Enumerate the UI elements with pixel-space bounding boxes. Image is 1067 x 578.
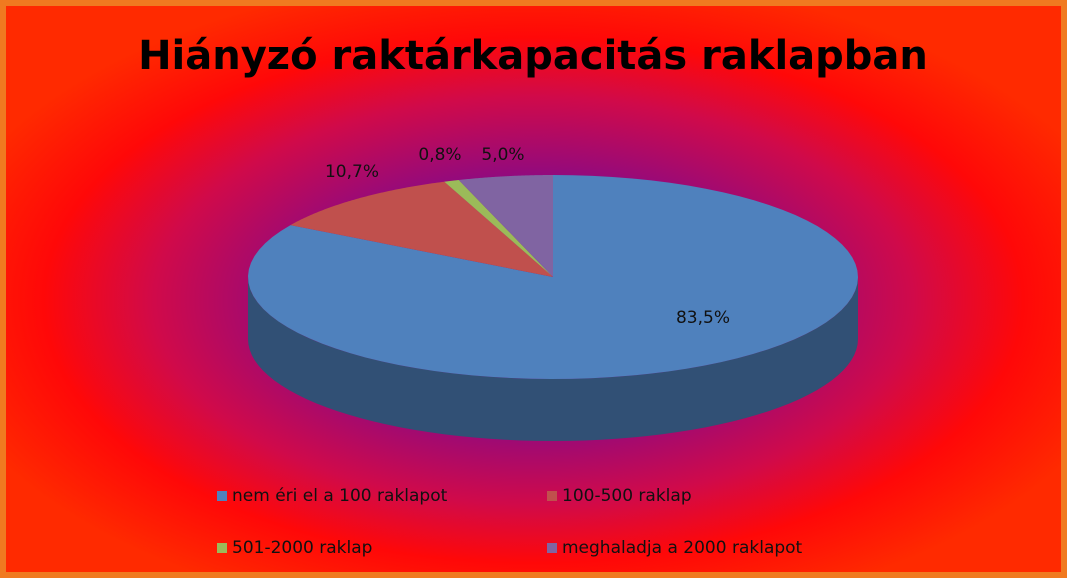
slice xyxy=(290,181,553,277)
data-label: 83,5% xyxy=(676,308,730,328)
slice xyxy=(458,175,553,277)
legend-swatch xyxy=(217,491,227,501)
slice-side xyxy=(248,277,858,441)
data-label: 10,7% xyxy=(325,162,379,182)
legend-label: 100-500 raklap xyxy=(562,486,692,506)
legend-swatch xyxy=(217,543,227,553)
slice xyxy=(248,175,858,379)
legend-label: 501-2000 raklap xyxy=(232,538,372,558)
legend-label: meghaladja a 2000 raklapot xyxy=(562,538,803,558)
legend-swatch xyxy=(547,491,557,501)
slice xyxy=(444,179,553,277)
legend-label: nem éri el a 100 raklapot xyxy=(232,486,448,506)
data-label: 0,8% xyxy=(418,145,461,165)
legend-swatch xyxy=(547,543,557,553)
chart-title: Hiányzó raktárkapacitás raklapban xyxy=(138,33,928,79)
data-label: 5,0% xyxy=(481,145,524,165)
